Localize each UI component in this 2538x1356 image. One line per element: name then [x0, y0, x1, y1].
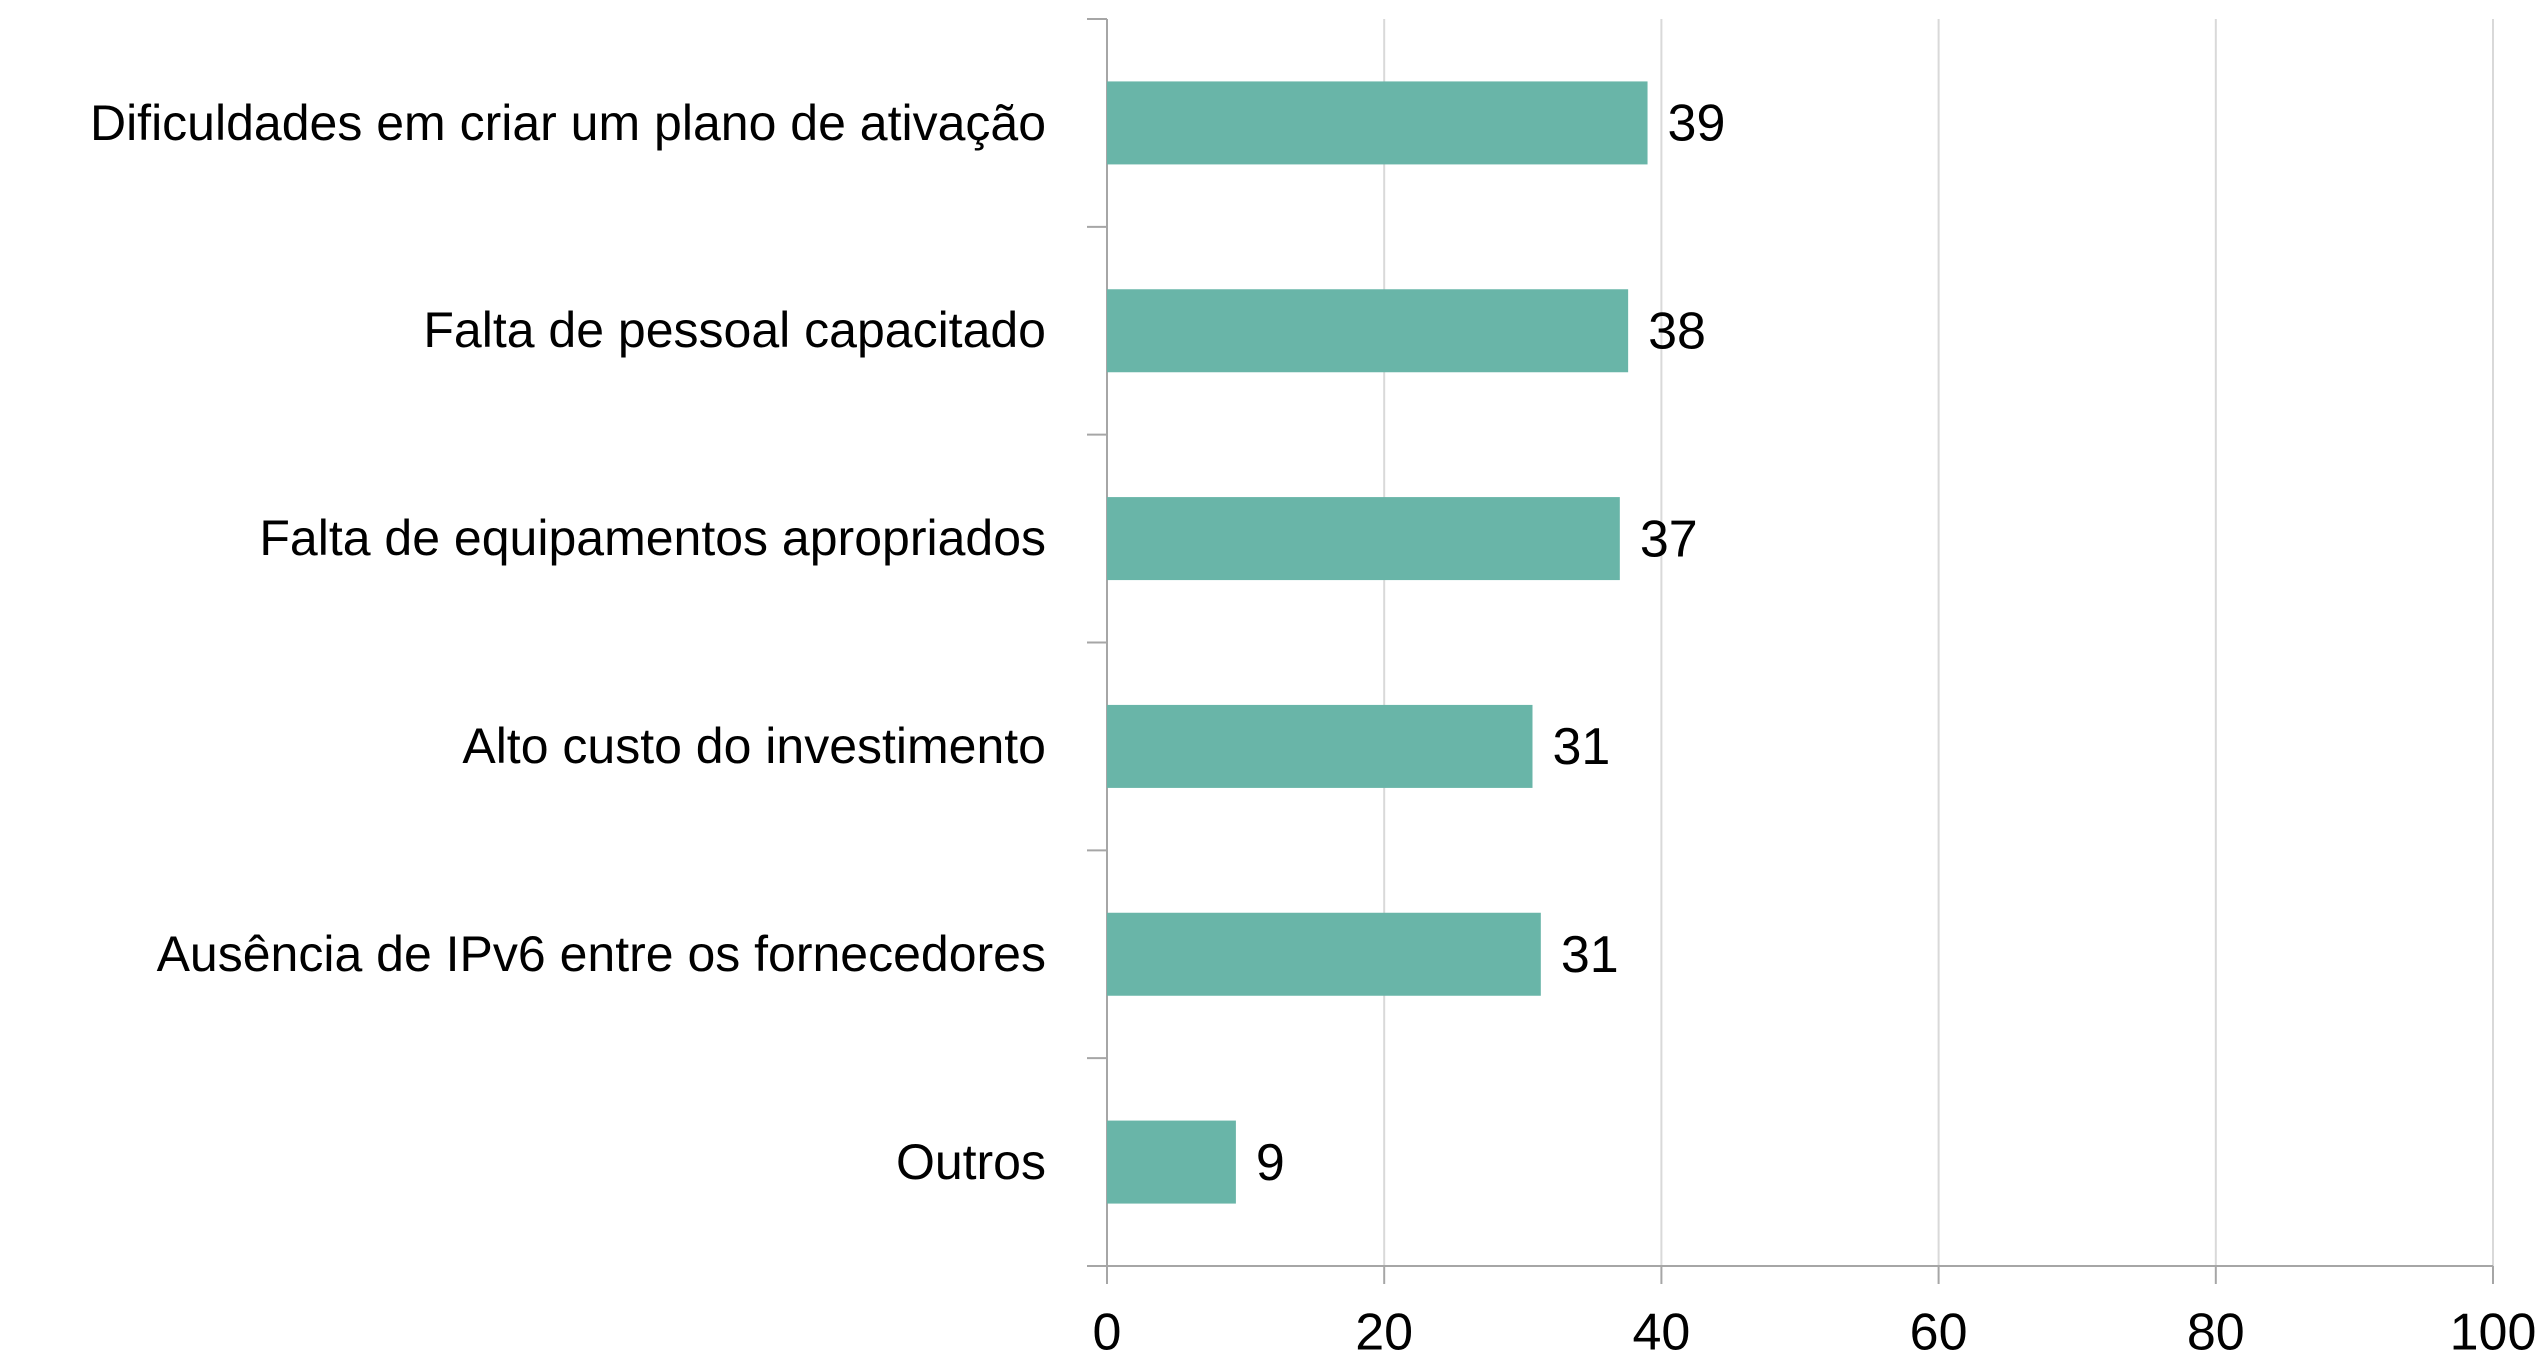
y-tick-label: Dificuldades em criar um plano de ativaç… [89, 94, 1046, 151]
data-label: 31 [1553, 718, 1611, 776]
y-tick-label: Outros [895, 1133, 1046, 1190]
x-tick-label: 0 [1093, 1304, 1122, 1356]
category-label-box: Ausência de IPv6 entre os fornecedores [0, 850, 1046, 1058]
y-tick-label: Falta de pessoal capacitado [423, 302, 1046, 359]
data-label: 39 [1668, 95, 1726, 153]
bar [1107, 1120, 1236, 1204]
y-tick-label: Alto custo do investimento [462, 718, 1046, 775]
data-label: 37 [1640, 510, 1698, 568]
data-label: 9 [1256, 1134, 1285, 1192]
category-label-box: Outros [0, 1058, 1046, 1266]
category-label-box: Alto custo do investimento [0, 643, 1046, 851]
x-tick-label: 100 [2450, 1304, 2537, 1356]
bar [1107, 704, 1533, 788]
bar [1107, 497, 1620, 581]
x-tick-label: 60 [1910, 1304, 1968, 1356]
category-label-box: Falta de equipamentos apropriados [0, 435, 1046, 643]
x-tick-label: 20 [1355, 1304, 1413, 1356]
y-tick-label: Ausência de IPv6 entre os fornecedores [156, 925, 1046, 982]
bar [1107, 81, 1648, 165]
category-label-box: Dificuldades em criar um plano de ativaç… [0, 19, 1046, 227]
category-label-box: Falta de pessoal capacitado [0, 227, 1046, 435]
data-label: 38 [1648, 302, 1706, 360]
bar [1107, 912, 1541, 996]
data-label: 31 [1561, 926, 1619, 984]
x-tick-label: 40 [1632, 1304, 1690, 1356]
x-tick-label: 80 [2187, 1304, 2245, 1356]
bar [1107, 289, 1629, 373]
y-tick-label: Falta de equipamentos apropriados [259, 510, 1046, 567]
